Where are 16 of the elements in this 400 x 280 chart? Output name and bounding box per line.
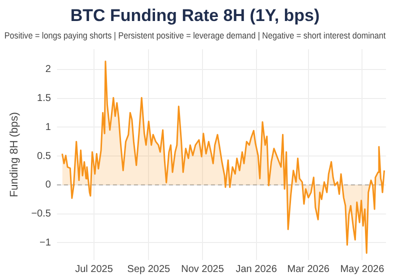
chart-subtitle: Positive = longs paying shorts | Persistent positive = leverage demand | Negative = short interest dominant (4, 30, 386, 40)
y-axis-title: Funding 8H (bps) (8, 112, 21, 198)
y-tick-label: 1 (45, 122, 52, 133)
y-tick-label: 1.5 (37, 93, 52, 104)
y-tick-label: −1 (40, 237, 52, 248)
x-tick-label: Mar 2026 (287, 264, 330, 275)
y-tick-label: 0.5 (37, 150, 52, 162)
x-tick-label: Jan 2026 (236, 264, 278, 275)
y-tick-label: −0.5 (31, 208, 52, 220)
y-tick-label: 2 (45, 64, 52, 76)
chart-title: BTC Funding Rate 8H (1Y, bps) (70, 6, 320, 25)
x-tick-label: May 2026 (340, 264, 385, 275)
x-tick-label: Jul 2025 (75, 264, 114, 275)
x-tick-label: Sep 2025 (127, 264, 171, 275)
y-tick-label: 0 (45, 180, 52, 191)
x-tick-label: Nov 2025 (181, 264, 224, 275)
